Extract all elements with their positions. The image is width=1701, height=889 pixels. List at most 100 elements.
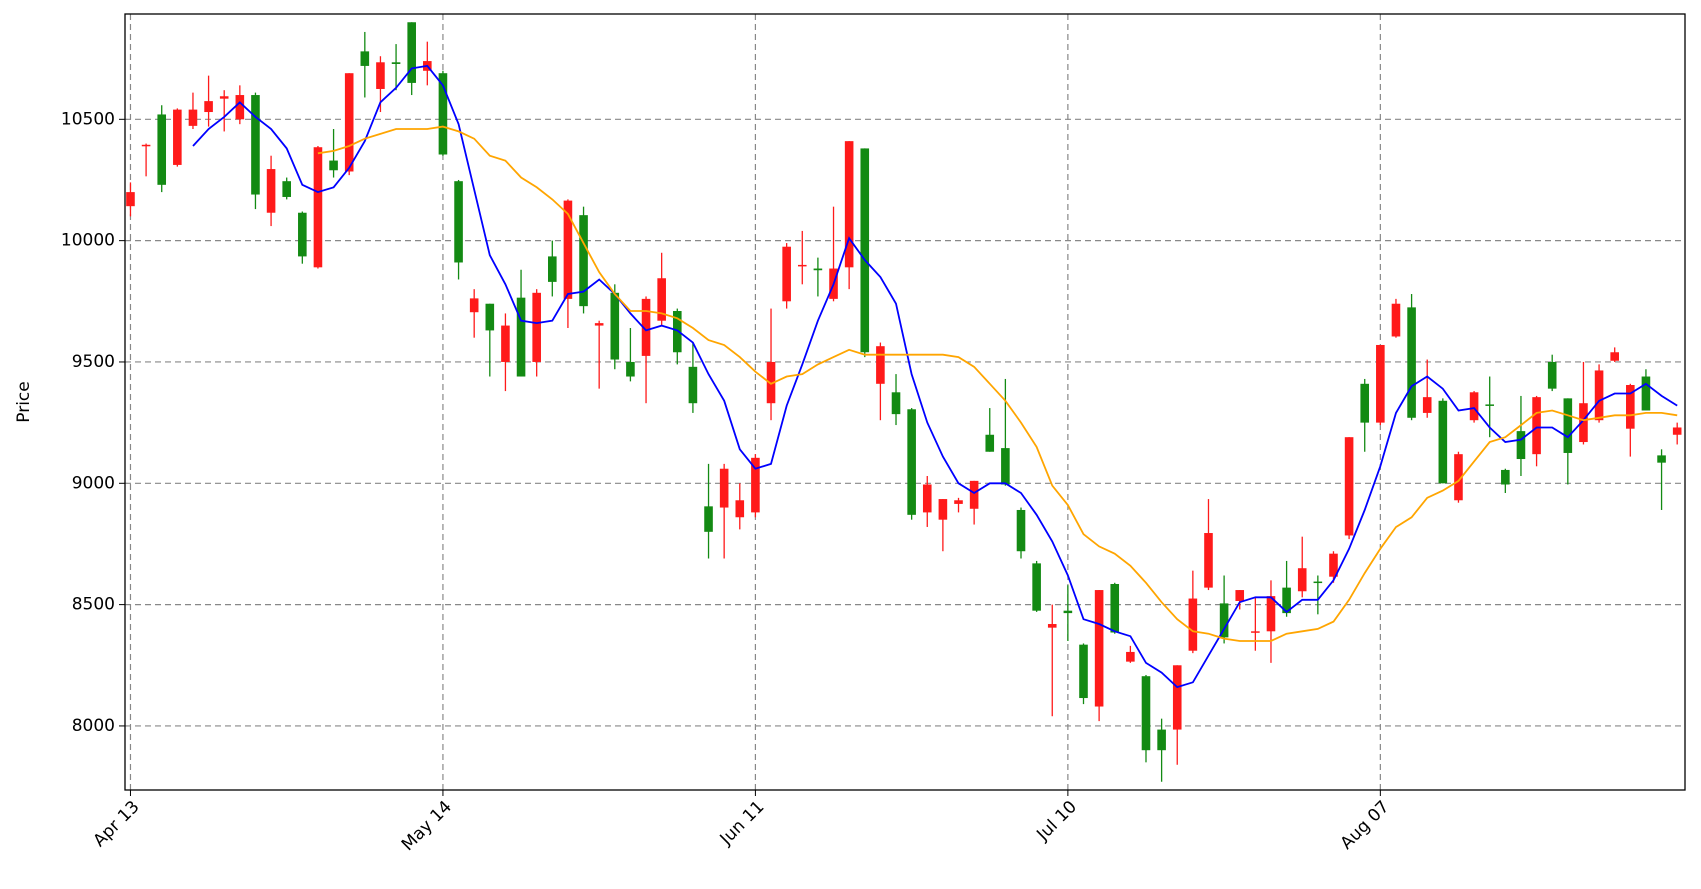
y-tick-label: 8000 [72,716,115,736]
y-tick-label: 8500 [72,595,115,615]
candle-body [1157,729,1166,751]
candle-body [266,169,276,213]
candle-body [454,181,463,263]
candle-body [126,192,135,207]
candle-body [469,298,479,313]
candle-body [1282,587,1291,614]
moving-average-line [192,64,1678,689]
candle-body [313,147,323,268]
candle-body [485,303,495,331]
candle-body [1297,568,1307,592]
x-tick-label: Jun 11 [716,797,769,850]
candle-body [188,109,198,126]
candle-body [532,292,541,362]
candle-body [891,392,901,415]
y-tick-label: 9000 [72,473,115,493]
candle-body [579,215,588,307]
candle-body [751,457,760,513]
candle-body [1219,603,1229,638]
candle-body [594,323,604,326]
candle-body [219,96,229,99]
candle-body [1501,469,1510,485]
candle-body [969,480,979,509]
candle-body [657,278,666,321]
candle-body [938,499,948,520]
candle-body [141,144,151,147]
candle-body [329,160,338,171]
x-tick-label: Apr 13 [89,797,143,851]
candle-body [1579,403,1588,443]
candle-body [688,366,698,404]
candle-body [719,468,729,508]
candle-body [1172,665,1182,730]
candle-body [1657,455,1666,463]
candle-body [1532,397,1541,455]
candle-body [1001,448,1010,485]
candle-body [1094,590,1104,707]
candle-body [376,62,385,89]
candle-body [1516,431,1526,460]
candle-body [1438,400,1448,484]
y-tick-label: 10500 [61,109,115,129]
candle-body [1126,651,1135,662]
candle-body [1204,533,1213,588]
candle-body [1469,392,1479,421]
plot-frame [124,13,1686,791]
candle-body [1454,454,1463,501]
candle-body [1313,581,1323,584]
candle-body [235,95,245,120]
candle-body [1563,398,1573,453]
candle-body [672,311,682,353]
candle-body [844,141,854,268]
x-tick-label: May 14 [398,797,456,855]
x-tick-label: Jul 10 [1032,797,1080,845]
candle-body [1329,553,1338,577]
candle-body [1188,598,1198,651]
candle-body [282,181,291,197]
candle-body [1626,385,1635,429]
candle-body [516,297,526,377]
candle-body [1547,361,1557,389]
y-axis-label: Price [14,381,34,422]
candle-body [1407,307,1416,418]
candle-body [1141,676,1151,751]
candle-body [1344,437,1354,536]
candle-body [1422,397,1432,413]
candle-body [641,298,651,356]
candle-body [1610,352,1619,361]
candle-body [1672,427,1682,435]
candle-body [1235,590,1245,601]
candle-body [298,212,307,257]
candle-body [1251,631,1260,633]
candle-body [1360,383,1370,423]
candle-body [1594,370,1604,421]
candle-body [344,73,354,172]
candle-body [954,500,963,504]
candle-body [876,346,885,384]
candle-body [610,292,620,360]
candle-body [1016,509,1026,552]
candle-body [1063,610,1073,614]
candle-body [1079,644,1088,699]
candle-body [391,62,401,64]
candle-body [563,200,573,299]
candle-body [1485,404,1495,406]
candle-body [922,484,932,513]
candle-body [704,506,713,532]
candle-body [501,325,510,362]
candle-body [407,22,416,83]
x-tick-label: Aug 07 [1337,797,1394,854]
candle-body [173,109,182,165]
candle-body [907,409,916,515]
candle-body [782,246,791,302]
y-tick-label: 9500 [72,352,115,372]
candle-body [1641,376,1651,411]
candle-body [1032,563,1041,611]
candle-body [766,361,776,404]
candle-body [1391,303,1401,337]
candle-body [985,434,995,452]
candle-body [860,148,870,353]
candle-body [1266,596,1276,632]
candle-body [157,114,167,185]
